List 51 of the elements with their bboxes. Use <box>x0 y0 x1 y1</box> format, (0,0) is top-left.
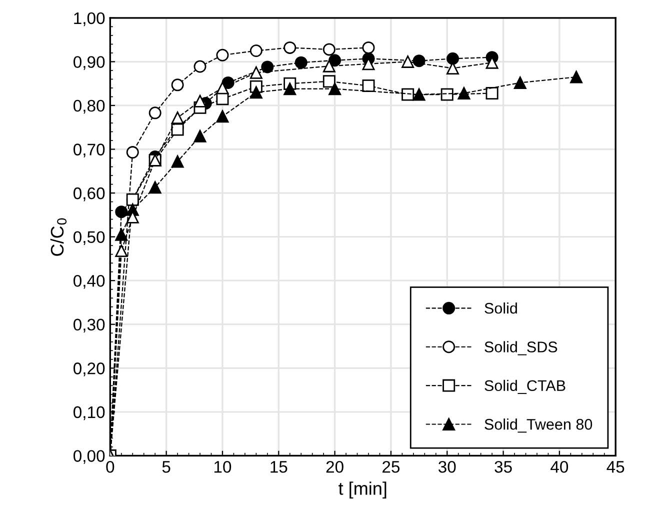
x-tick-label: 40 <box>550 460 568 473</box>
y-tick-label: 0,10 <box>74 406 105 420</box>
point <box>446 52 459 65</box>
point <box>412 54 426 68</box>
point <box>412 88 426 101</box>
x-tick-label: 15 <box>270 461 288 473</box>
point <box>148 181 162 194</box>
point <box>402 88 414 101</box>
point <box>261 60 274 74</box>
point <box>514 76 526 89</box>
y-tick-label: 0,40 <box>74 274 105 289</box>
y-axis-title: C/C$_{0}$ <box>50 218 67 256</box>
x-axis-title: t [min] <box>338 482 386 498</box>
point <box>171 155 184 168</box>
point <box>294 56 308 69</box>
point <box>194 130 206 142</box>
y-tick-label: 0,60 <box>74 187 105 202</box>
legend-label: Solid_Tween 80 <box>484 418 592 433</box>
x-tick-label: 30 <box>438 460 456 473</box>
point <box>486 86 498 100</box>
x-tick-label: 45 <box>606 461 624 473</box>
y-tick-label: 0,90 <box>74 56 105 70</box>
point <box>115 206 128 218</box>
point <box>458 86 470 100</box>
point <box>216 48 229 62</box>
x-tick-label: 35 <box>494 460 512 473</box>
x-tick-label: 25 <box>382 460 400 473</box>
y-tick-label: 1,00 <box>74 12 105 26</box>
x-tick-label: 0 <box>106 460 114 473</box>
y-tick-label: 0,80 <box>74 100 105 114</box>
point <box>440 88 454 101</box>
point <box>328 82 342 96</box>
y-tick-label: 0,70 <box>74 144 105 158</box>
legend-label: Solid <box>484 302 517 314</box>
point <box>126 146 139 159</box>
y-tick-label: 0,30 <box>74 318 105 333</box>
point <box>250 86 262 99</box>
x-tick-label: 5 <box>162 461 170 473</box>
y-tick-label: 0,20 <box>74 362 105 376</box>
point <box>570 70 583 84</box>
y-tick-label: 0,50 <box>74 231 105 245</box>
point <box>322 75 336 88</box>
legend-label: Solid_SDS <box>484 341 558 356</box>
y-tick-label: 0,00 <box>74 450 105 464</box>
point <box>362 80 375 92</box>
x-tick-label: 10 <box>214 460 232 473</box>
point <box>216 110 229 123</box>
point <box>284 82 296 96</box>
x-tick-label: 20 <box>326 460 344 473</box>
legend-label: Solid_CTAB <box>484 380 566 394</box>
point <box>115 228 128 241</box>
